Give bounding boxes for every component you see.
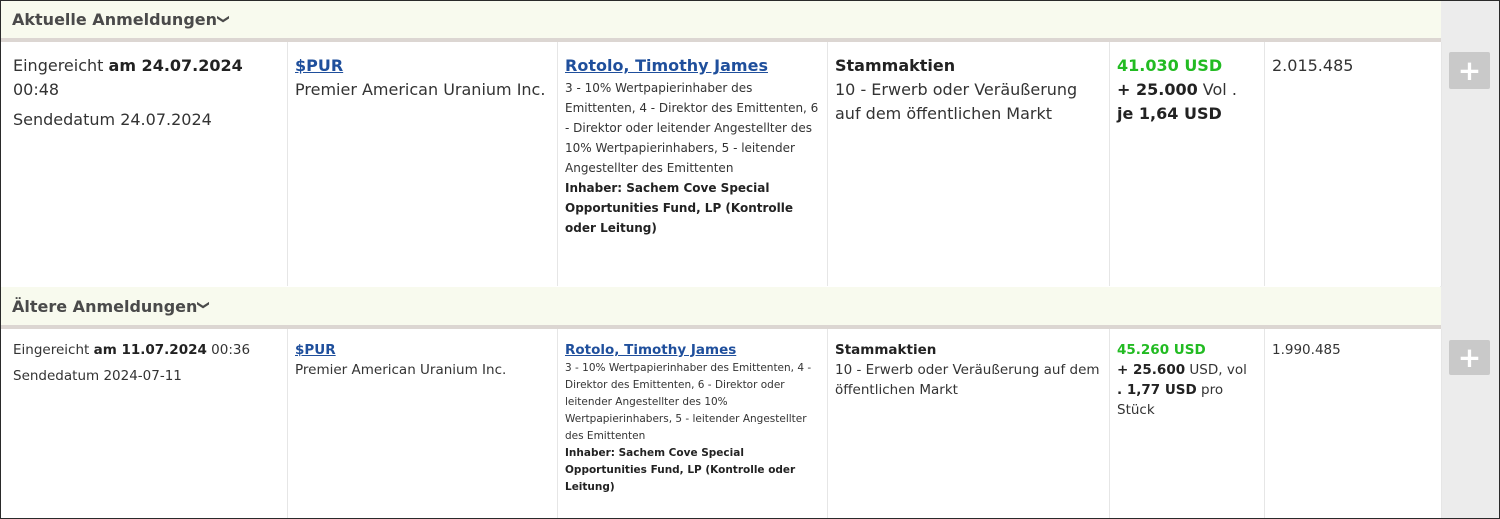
- table-row: Eingereicht am 11.07.2024 00:36 Sendedat…: [1, 329, 1499, 518]
- plus-icon: +: [1457, 340, 1482, 374]
- company-name: Premier American Uranium Inc.: [295, 362, 507, 378]
- unit-price: . 1,77 USD: [1117, 382, 1197, 398]
- holder-text: Inhaber: Sachem Cove Special Opportuniti…: [565, 447, 796, 493]
- value-cell: 41.030 USD + 25.000 Vol . je 1,64 USD: [1110, 42, 1265, 286]
- ticker-link[interactable]: $PUR: [295, 342, 336, 358]
- volume-suffix: Vol .: [1197, 80, 1237, 99]
- submitted-time: 00:48: [13, 80, 60, 99]
- submitted-cell: Eingereicht am 11.07.2024 00:36 Sendedat…: [6, 329, 288, 518]
- issuer-cell: $PUR Premier American Uranium Inc.: [288, 329, 558, 518]
- relationship-text: 3 - 10% Wertpapierinhaber des Emittenten…: [565, 81, 819, 175]
- submitted-prefix: Eingereicht: [13, 342, 90, 358]
- security-type: Stammaktien: [835, 56, 956, 75]
- issuer-cell: $PUR Premier American Uranium Inc.: [288, 42, 558, 286]
- section-header-current[interactable]: Aktuelle Anmeldungen ❯: [1, 1, 1441, 42]
- insider-cell: Rotolo, Timothy James 3 - 10% Wertpapier…: [558, 329, 828, 518]
- insider-cell: Rotolo, Timothy James 3 - 10% Wertpapier…: [558, 42, 828, 286]
- expand-button[interactable]: +: [1449, 340, 1490, 375]
- insider-name-link[interactable]: Rotolo, Timothy James: [565, 342, 737, 358]
- action-cell: +: [1442, 42, 1499, 286]
- unit-price: je 1,64 USD: [1117, 104, 1222, 123]
- security-cell: Stammaktien 10 - Erwerb oder Veräußerung…: [828, 329, 1110, 518]
- chevron-down-icon[interactable]: ❯: [197, 299, 212, 311]
- submitted-date: am 24.07.2024: [108, 56, 243, 75]
- section-title: Aktuelle Anmeldungen: [12, 10, 218, 29]
- transaction-code: 10 - Erwerb oder Veräußerung auf dem öff…: [835, 80, 1078, 123]
- send-date: Sendedatum 24.07.2024: [13, 110, 212, 129]
- section-title: Ältere Anmeldungen: [12, 296, 198, 316]
- shares-held: 2.015.485: [1272, 56, 1354, 75]
- holder-text: Inhaber: Sachem Cove Special Opportuniti…: [565, 181, 794, 235]
- transaction-value: 45.260 USD: [1117, 342, 1206, 358]
- volume-amount: + 25.600: [1117, 362, 1186, 378]
- volume-suffix: USD, vol: [1185, 362, 1247, 378]
- shares-held-cell: 1.990.485: [1265, 329, 1442, 518]
- shares-held-cell: 2.015.485: [1265, 42, 1442, 286]
- send-date: Sendedatum 2024-07-11: [13, 368, 182, 384]
- expand-button[interactable]: +: [1449, 52, 1490, 89]
- chevron-down-icon[interactable]: ❯: [217, 13, 232, 24]
- submitted-date: am 11.07.2024: [93, 342, 207, 358]
- company-name: Premier American Uranium Inc.: [295, 80, 546, 99]
- transaction-value: 41.030 USD: [1117, 56, 1223, 75]
- submitted-prefix: Eingereicht: [13, 56, 104, 75]
- price-suffix: pro Stück: [1117, 382, 1224, 418]
- security-type: Stammaktien: [835, 342, 937, 358]
- security-cell: Stammaktien 10 - Erwerb oder Veräußerung…: [828, 42, 1110, 286]
- shares-held: 1.990.485: [1272, 342, 1341, 358]
- volume-amount: + 25.000: [1117, 80, 1198, 99]
- submitted-cell: Eingereicht am 24.07.2024 00:48 Sendedat…: [6, 42, 288, 286]
- insider-name-link[interactable]: Rotolo, Timothy James: [565, 56, 768, 75]
- plus-icon: +: [1457, 53, 1482, 87]
- submitted-time: 00:36: [211, 342, 251, 358]
- section-header-older[interactable]: Ältere Anmeldungen ❯: [1, 287, 1441, 329]
- ticker-link[interactable]: $PUR: [295, 56, 344, 75]
- relationship-text: 3 - 10% Wertpapierinhaber des Emittenten…: [565, 362, 812, 442]
- value-cell: 45.260 USD + 25.600 USD, vol . 1,77 USD …: [1110, 329, 1265, 518]
- transaction-code: 10 - Erwerb oder Veräußerung auf dem öff…: [835, 362, 1100, 398]
- action-cell: +: [1442, 329, 1499, 518]
- table-row: Eingereicht am 24.07.2024 00:48 Sendedat…: [1, 42, 1499, 286]
